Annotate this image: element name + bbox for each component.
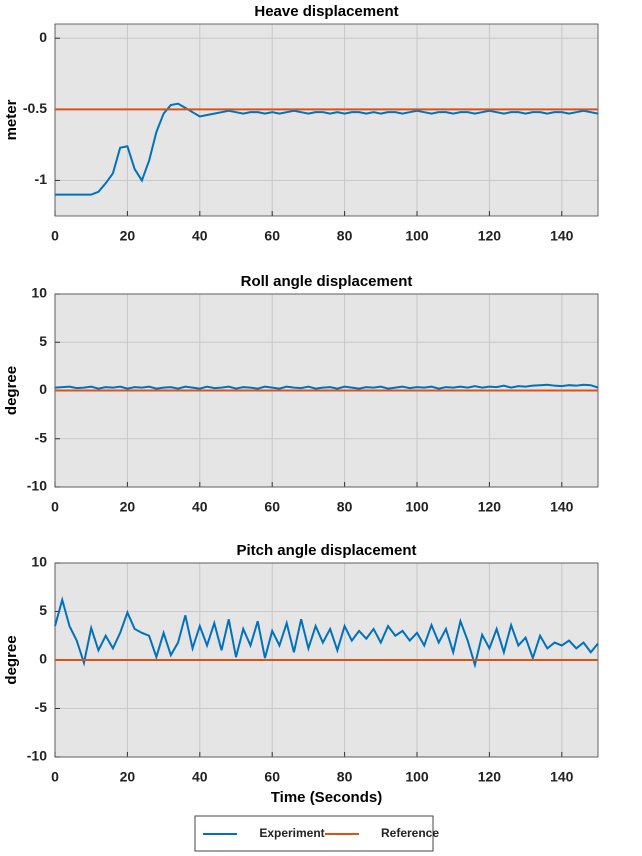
x-tick-label: 0 bbox=[51, 499, 59, 515]
x-tick-label: 100 bbox=[405, 499, 429, 515]
y-tick-label: -5 bbox=[35, 429, 48, 445]
x-tick-label: 80 bbox=[337, 769, 353, 785]
y-tick-label: -0.5 bbox=[23, 100, 47, 116]
legend-label: Experiment bbox=[259, 826, 324, 840]
x-axis-label: Time (Seconds) bbox=[271, 789, 382, 806]
x-tick-label: 120 bbox=[478, 499, 502, 515]
x-tick-label: 120 bbox=[478, 769, 502, 785]
x-tick-label: 20 bbox=[120, 499, 136, 515]
chart-title: Roll angle displacement bbox=[241, 273, 413, 290]
x-tick-label: 100 bbox=[405, 228, 429, 244]
y-tick-label: 10 bbox=[31, 554, 47, 570]
x-tick-label: 40 bbox=[192, 499, 208, 515]
chart-title: Heave displacement bbox=[254, 3, 398, 20]
x-tick-label: 60 bbox=[264, 499, 280, 515]
x-tick-label: 20 bbox=[120, 228, 136, 244]
x-tick-label: 20 bbox=[120, 769, 136, 785]
y-tick-label: -10 bbox=[27, 748, 47, 764]
data-line bbox=[55, 102, 599, 196]
x-tick-label: 60 bbox=[264, 228, 280, 244]
y-tick-label: 10 bbox=[31, 285, 47, 301]
x-tick-label: 120 bbox=[478, 228, 502, 244]
x-tick-label: 80 bbox=[337, 499, 353, 515]
legend-label: Reference bbox=[381, 826, 439, 840]
y-tick-label: 0 bbox=[39, 29, 47, 45]
x-tick-label: 40 bbox=[192, 769, 208, 785]
x-tick-label: 0 bbox=[51, 769, 59, 785]
y-axis-label: meter bbox=[3, 99, 20, 140]
x-tick-label: 80 bbox=[337, 228, 353, 244]
x-tick-label: 100 bbox=[405, 769, 429, 785]
y-tick-label: 0 bbox=[39, 651, 47, 667]
x-tick-label: 140 bbox=[550, 769, 574, 785]
y-tick-label: -1 bbox=[35, 171, 48, 187]
y-tick-label: 5 bbox=[39, 333, 47, 349]
x-tick-label: 60 bbox=[264, 769, 280, 785]
x-tick-label: 140 bbox=[550, 499, 574, 515]
x-tick-label: 140 bbox=[550, 228, 574, 244]
x-tick-label: 0 bbox=[51, 228, 59, 244]
y-tick-label: -5 bbox=[35, 699, 48, 715]
legend: Experiment Reference bbox=[194, 815, 439, 852]
data-line bbox=[54, 383, 599, 390]
y-axis-label: degree bbox=[3, 366, 20, 415]
data-line bbox=[54, 596, 599, 669]
plot-border bbox=[54, 23, 599, 217]
plot-area bbox=[55, 24, 598, 216]
y-axis-label: degree bbox=[3, 635, 20, 684]
x-tick-label: 40 bbox=[192, 228, 208, 244]
y-tick-label: -10 bbox=[27, 478, 47, 494]
y-tick-label: 0 bbox=[39, 381, 47, 397]
y-tick-label: 5 bbox=[39, 602, 47, 618]
chart-title: Pitch angle displacement bbox=[236, 542, 416, 559]
